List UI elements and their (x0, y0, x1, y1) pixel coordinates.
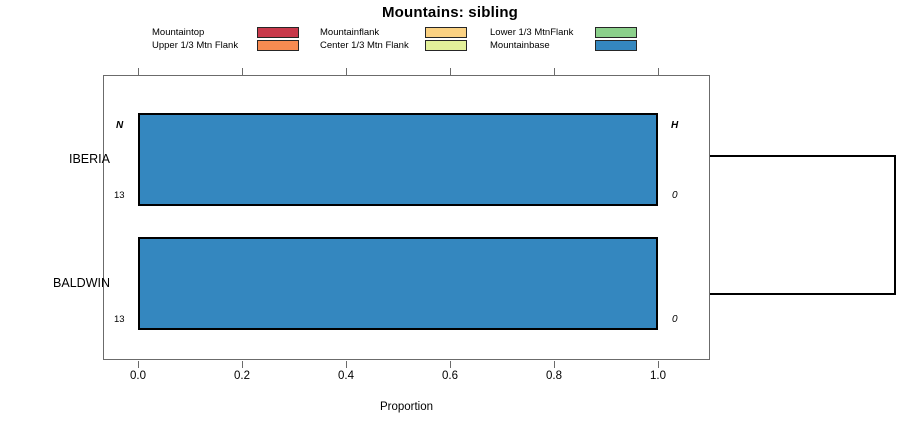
x-axis-tick-label: 0.6 (442, 370, 458, 382)
legend-column-1: Mountaintop Upper 1/3 Mtn Flank (152, 26, 312, 52)
x-axis-tick-top (450, 68, 451, 75)
x-axis-tick-label: 0.8 (546, 370, 562, 382)
x-axis-tick-label: 1.0 (650, 370, 666, 382)
legend-swatch-lower-third-mtn-flank (595, 27, 637, 38)
legend-swatch-mountainbase (595, 40, 637, 51)
side-box-bottom-edge (710, 293, 896, 295)
x-axis-tick-top (242, 68, 243, 75)
side-box-top-edge (710, 155, 896, 157)
side-box-right-edge (894, 155, 896, 295)
legend-item-mountainflank: Mountainflank (320, 26, 478, 39)
bar-right-value: 0 (672, 190, 678, 201)
legend-item-mountaintop: Mountaintop (152, 26, 312, 39)
legend-swatch-mountaintop (257, 27, 299, 38)
x-axis-tick-bottom (554, 361, 555, 368)
column-header-h: H (671, 120, 679, 131)
bar-segment[interactable] (138, 113, 658, 206)
x-axis-tick-bottom (242, 361, 243, 368)
y-axis-category-label: IBERIA (69, 151, 110, 166)
legend-item-lower-third-mtn-flank: Lower 1/3 MtnFlank (490, 26, 648, 39)
legend-label-mountaintop: Mountaintop (152, 27, 205, 38)
x-axis-tick-label: 0.4 (338, 370, 354, 382)
chart-legend: Mountaintop Upper 1/3 Mtn Flank Mountain… (152, 26, 652, 52)
chart-title: Mountains: sibling (381, 4, 519, 21)
x-axis-tick-top (658, 68, 659, 75)
bar-segment[interactable] (138, 237, 658, 330)
bar-n-count: 13 (114, 190, 125, 201)
legend-label-center-third-mtn-flank: Center 1/3 Mtn Flank (320, 40, 409, 51)
legend-column-3: Lower 1/3 MtnFlank Mountainbase (490, 26, 648, 52)
legend-item-mountainbase: Mountainbase (490, 39, 648, 52)
x-axis-tick-top (346, 68, 347, 75)
side-annotation-box (710, 155, 896, 295)
x-axis-tick-label: 0.0 (130, 370, 146, 382)
x-axis-tick-bottom (346, 361, 347, 368)
x-axis-tick-bottom (450, 361, 451, 368)
legend-swatch-center-third-mtn-flank (425, 40, 467, 51)
x-axis-tick-top (554, 68, 555, 75)
legend-label-upper-third-mtn-flank: Upper 1/3 Mtn Flank (152, 40, 239, 51)
bar-right-value: 0 (672, 314, 678, 325)
column-header-n: N (116, 120, 124, 131)
legend-swatch-upper-third-mtn-flank (257, 40, 299, 51)
x-axis-tick-bottom (658, 361, 659, 368)
legend-item-center-third-mtn-flank: Center 1/3 Mtn Flank (320, 39, 478, 52)
y-axis-category-label: BALDWIN (53, 275, 110, 290)
legend-label-lower-third-mtn-flank: Lower 1/3 MtnFlank (490, 27, 574, 38)
x-axis-tick-top (138, 68, 139, 75)
legend-swatch-mountainflank (425, 27, 467, 38)
legend-label-mountainbase: Mountainbase (490, 40, 550, 51)
legend-column-2: Mountainflank Center 1/3 Mtn Flank (320, 26, 478, 52)
x-axis-tick-label: 0.2 (234, 370, 250, 382)
x-axis-tick-bottom (138, 361, 139, 368)
bar-n-count: 13 (114, 314, 125, 325)
x-axis-title: Proportion (379, 401, 434, 413)
legend-item-upper-third-mtn-flank: Upper 1/3 Mtn Flank (152, 39, 312, 52)
legend-label-mountainflank: Mountainflank (320, 27, 380, 38)
